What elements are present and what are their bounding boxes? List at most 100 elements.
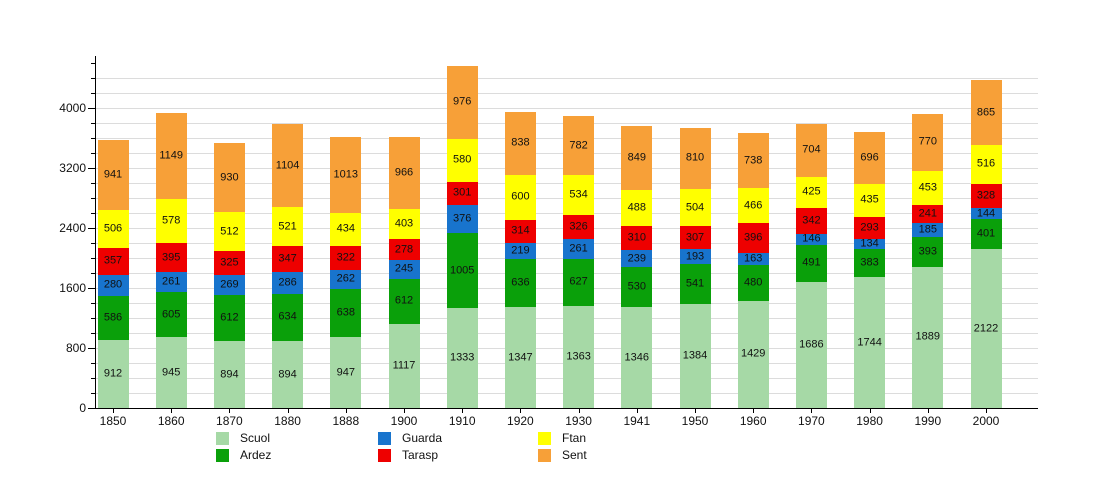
bar-segment-sent-1970 [795,123,827,177]
bar-value-label: 480 [744,276,763,289]
x-tick [113,409,114,413]
x-tick-label: 1930 [565,414,592,428]
bar-segment-guarda-1850 [97,274,129,296]
bar-segment-ftan-1930 [563,175,595,215]
bar-segment-ardez-1888 [330,289,362,338]
bar-value-label: 704 [802,143,821,156]
bar-segment-ardez-1900 [388,278,420,325]
bar-segment-tarasp-1850 [97,248,129,275]
bar-segment-sent-1900 [388,136,420,210]
x-tick [927,409,929,413]
x-tick [462,409,464,413]
bar-value-label: 1347 [508,351,533,364]
bar-segment-sent-1910 [446,65,478,139]
bar-value-label: 941 [103,168,123,181]
gridline [95,78,1038,80]
y-tick [91,363,95,365]
bar-segment-guarda-1910 [446,204,478,233]
bar-value-label: 638 [336,306,355,319]
x-tick-label: 1880 [274,414,301,428]
bar-value-label: 280 [103,278,123,291]
bar-segment-ardez-1930 [563,258,595,306]
x-tick-label: 1870 [216,414,243,428]
bar-segment-scuol-1990 [912,266,944,408]
bar-segment-scuol-1960 [737,300,769,408]
x-tick [229,409,231,413]
y-tick [91,183,95,185]
bar-value-label: 945 [162,366,181,379]
legend-swatch-scuol [216,432,229,445]
bar-segment-ftan-1900 [388,209,420,240]
bar-segment-tarasp-1870 [213,250,245,276]
bar-segment-ftan-1860 [155,199,187,243]
bar-segment-ftan-1920 [504,174,536,220]
gridline [95,108,1038,110]
legend-label-sent: Sent [562,448,587,462]
bar-segment-sent-1941 [621,126,653,190]
bar-segment-guarda-1990 [912,223,944,238]
bar-segment-ardez-1870 [213,295,245,342]
y-tick [91,273,95,275]
bar-segment-ftan-1980 [854,184,886,217]
bar-value-label: 580 [453,153,472,166]
x-tick [404,409,405,413]
bar-value-label: 325 [220,256,239,269]
y-tick [91,213,95,215]
bar-value-label: 241 [918,207,937,220]
y-tick [91,93,95,95]
x-tick-label: 1980 [856,414,883,428]
bar-value-label: 1346 [624,351,650,364]
bar-value-label: 322 [336,251,355,264]
bar-segment-guarda-1950 [679,249,711,264]
x-tick-label: 1850 [99,414,127,428]
bar-segment-ftan-1941 [621,189,653,227]
y-tick-label: 1600 [59,281,86,296]
bar-value-label: 782 [569,139,588,152]
bar-value-label: 810 [685,151,705,164]
bar-segment-guarda-1941 [621,249,653,268]
bar-value-label: 865 [976,106,996,119]
bar-segment-ftan-1870 [213,212,245,251]
bar-segment-ftan-2000 [970,145,1002,184]
bar-segment-tarasp-2000 [970,183,1002,209]
y-tick [88,288,95,290]
bar-value-label: 912 [103,367,123,380]
bar-segment-sent-1980 [854,132,886,185]
legend-swatch-ftan [538,432,551,445]
bar-segment-ardez-1910 [446,232,478,309]
legend-swatch-ardez [216,449,229,462]
bar-segment-ftan-1970 [795,176,827,209]
bar-segment-sent-1930 [563,116,595,175]
bar-value-label: 376 [453,212,472,225]
y-tick [91,258,95,260]
bar-segment-ardez-1970 [795,244,827,282]
bar-value-label: 396 [744,231,763,244]
y-tick [88,168,95,170]
bar-value-label: 634 [278,310,297,323]
x-tick [287,409,289,413]
y-tick [91,243,95,245]
bar-value-label: 134 [860,237,879,250]
bar-value-label: 930 [220,171,239,184]
bar-value-label: 453 [918,181,937,194]
legend-swatch-guarda [378,432,391,445]
y-tick [91,333,95,335]
bar-value-label: 600 [511,190,530,203]
bar-value-label: 342 [802,214,821,227]
bar-value-label: 1384 [682,349,708,362]
bar-segment-ftan-1850 [97,210,129,249]
x-tick-label: 1960 [739,414,767,428]
bar-value-label: 849 [627,151,646,164]
bar-segment-tarasp-1980 [854,216,886,239]
bar-value-label: 770 [918,135,937,148]
y-tick [91,138,95,140]
bar-segment-scuol-1920 [504,307,536,408]
bar-segment-tarasp-1920 [504,219,536,244]
bar-segment-guarda-1900 [388,260,420,279]
bar-segment-tarasp-1888 [330,245,362,270]
bar-value-label: 435 [860,193,879,206]
x-tick [171,409,173,413]
x-tick-label: 1990 [914,414,942,428]
bar-segment-guarda-1880 [272,272,304,294]
